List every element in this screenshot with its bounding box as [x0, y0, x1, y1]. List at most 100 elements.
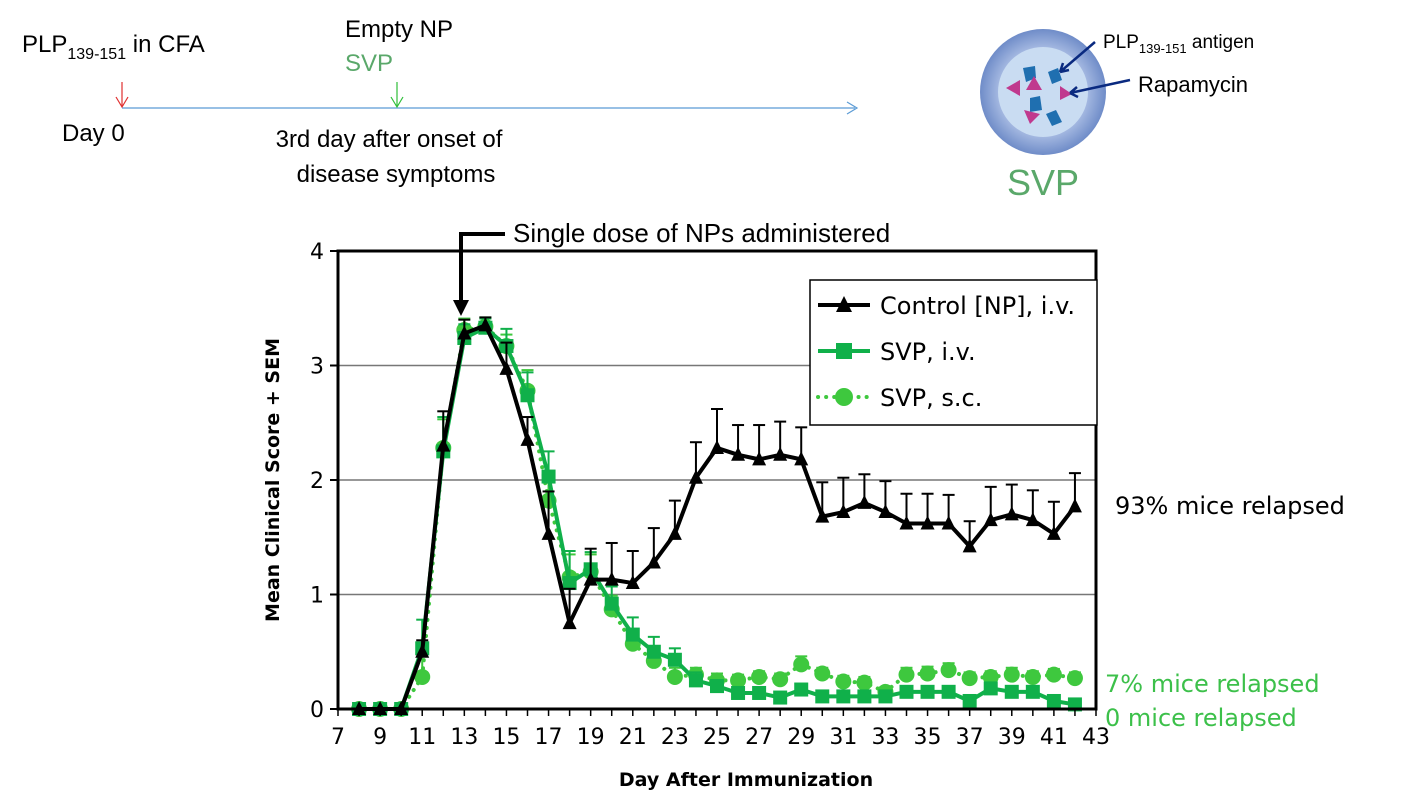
- x-tick-label: 7: [331, 725, 345, 750]
- svp-treatment-label: SVP: [345, 50, 393, 77]
- data-point: [666, 668, 683, 685]
- data-point: [688, 469, 703, 484]
- legend: Control [NP], i.v. SVP, i.v. SVP, s.c.: [809, 279, 1098, 426]
- x-tick-label: 37: [956, 725, 984, 750]
- data-point: [1046, 525, 1061, 540]
- svp-particle-label: SVP: [1007, 162, 1079, 203]
- data-point: [731, 446, 746, 461]
- x-tick-label: 23: [661, 725, 689, 750]
- data-point: [941, 515, 956, 530]
- antigen-icon: [1046, 110, 1062, 126]
- data-point: [730, 672, 747, 689]
- legend-label: SVP, i.v.: [880, 338, 976, 366]
- data-point: [667, 652, 682, 667]
- x-tick-label: 17: [535, 725, 563, 750]
- y-axis-label: Mean Clinical Score + SEM: [262, 338, 284, 622]
- y-tick-label: 4: [310, 240, 324, 265]
- data-point: [478, 317, 493, 332]
- data-point: [583, 571, 598, 586]
- data-point: [920, 684, 935, 699]
- x-tick-label: 25: [703, 725, 731, 750]
- data-point: [520, 388, 535, 403]
- data-point: [625, 627, 640, 642]
- data-point: [625, 575, 640, 590]
- data-point: [773, 690, 788, 705]
- data-point: [941, 684, 956, 699]
- data-point: [667, 525, 682, 540]
- x-tick-label: 19: [577, 725, 605, 750]
- treatment-arrow-icon: [390, 82, 404, 109]
- day0-arrow-icon: [115, 82, 129, 109]
- data-point: [1004, 684, 1019, 699]
- dose-arrow-icon: [453, 300, 469, 316]
- data-point: [457, 325, 472, 340]
- data-point: [815, 508, 830, 523]
- relapse-iv-label: 0 mice relapsed: [1105, 704, 1297, 732]
- data-point: [751, 668, 768, 685]
- timeline-arrowhead: [846, 101, 859, 115]
- data-point: [1004, 506, 1019, 521]
- data-point: [962, 693, 977, 708]
- data-point: [710, 679, 724, 694]
- relapse-control-label: 93% mice relapsed: [1115, 492, 1345, 520]
- data-point: [857, 494, 872, 509]
- y-tick-label: 1: [310, 584, 324, 609]
- data-point: [878, 689, 893, 704]
- x-tick-label: 33: [871, 725, 899, 750]
- data-point: [541, 469, 556, 484]
- data-point: [899, 515, 914, 530]
- x-tick-label: 27: [745, 725, 773, 750]
- data-point: [414, 668, 431, 685]
- data-point: [646, 644, 661, 659]
- x-tick-label: 31: [829, 725, 857, 750]
- data-point: [857, 689, 872, 704]
- x-tick-label: 21: [619, 725, 647, 750]
- x-tick-label: 43: [1082, 725, 1110, 750]
- data-point: [731, 685, 746, 700]
- immunization-label: PLP139-151 in CFA: [22, 31, 205, 63]
- data-point: [983, 681, 998, 696]
- treatment-timing-line2: disease symptoms: [297, 161, 496, 188]
- data-point: [752, 451, 767, 466]
- legend-square-icon: [836, 343, 852, 359]
- x-tick-label: 11: [408, 725, 436, 750]
- relapse-sc-label: 7% mice relapsed: [1105, 670, 1320, 698]
- data-point: [920, 515, 935, 530]
- data-point: [710, 439, 724, 454]
- y-tick-label: 3: [310, 355, 324, 380]
- x-tick-label: 35: [914, 725, 942, 750]
- y-tick-label: 2: [310, 469, 324, 494]
- rapamycin-icon: [1060, 86, 1072, 100]
- data-point: [898, 666, 915, 683]
- data-point: [415, 643, 430, 658]
- legend-item: Control [NP], i.v.: [818, 292, 1075, 320]
- data-point: [604, 571, 619, 586]
- data-point: [919, 665, 936, 682]
- data-point: [1045, 666, 1062, 683]
- antigen-label: PLP139-151 antigen: [1103, 32, 1254, 56]
- dose-callout-line: [459, 232, 505, 306]
- data-point: [878, 504, 893, 519]
- x-tick-label: 15: [492, 725, 520, 750]
- data-point: [562, 615, 577, 630]
- antigen-icon: [1030, 96, 1042, 112]
- svp-diagram: PLP139-151 antigen Rapamycin SVP: [980, 29, 1254, 203]
- day0-label: Day 0: [62, 120, 125, 147]
- data-point: [856, 674, 873, 691]
- data-point: [772, 671, 789, 688]
- data-point: [1025, 512, 1040, 527]
- data-point: [794, 451, 809, 466]
- rapamycin-pointer-arrow: [1069, 78, 1131, 99]
- data-point: [814, 665, 831, 682]
- dose-note: Single dose of NPs administered: [513, 218, 890, 248]
- y-tick-label: 0: [310, 698, 324, 723]
- data-point: [962, 538, 977, 553]
- data-point: [815, 689, 830, 704]
- data-point: [1046, 693, 1061, 708]
- treatment-timing-line1: 3rd day after onset of: [276, 126, 503, 153]
- x-tick-label: 41: [1040, 725, 1068, 750]
- data-point: [836, 689, 851, 704]
- data-point: [541, 525, 556, 540]
